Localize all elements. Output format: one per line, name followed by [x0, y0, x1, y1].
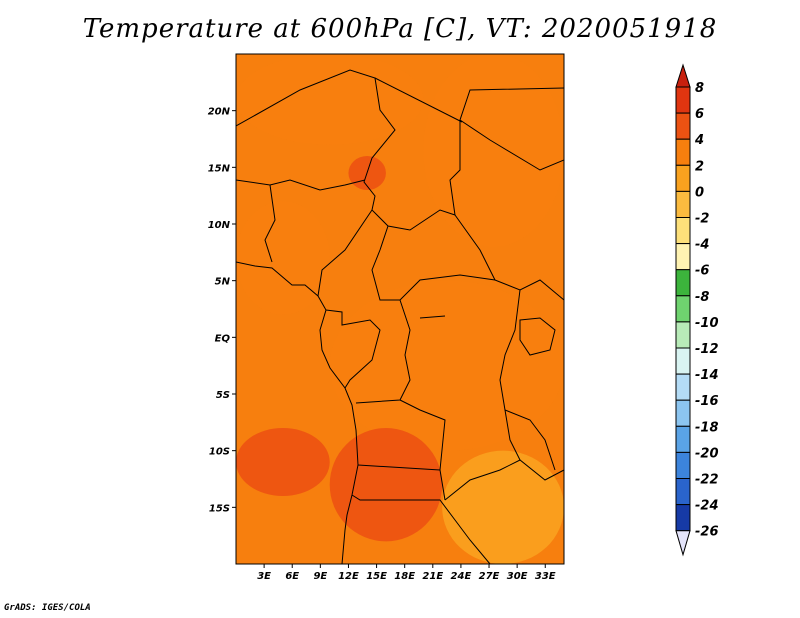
x-tick-label: 3E — [257, 571, 271, 582]
y-axis: 20N 15N 10N 5N EQ 5S 10S 15S — [208, 107, 236, 514]
colorbar-label: 4 — [694, 133, 704, 148]
colorbar-segment — [675, 478, 691, 506]
x-tick-label: 27E — [479, 571, 500, 582]
colorbar: 8 6 4 2 0 -2 -4 -6 -8 -10 -12 -14 -16 -18 -20 -22 -24 -26 — [675, 63, 719, 557]
y-tick-label: 10S — [209, 447, 230, 458]
field-region-west-africa-coast — [236, 201, 330, 315]
colorbar-segment — [675, 217, 691, 245]
y-tick-label: 5N — [215, 277, 231, 288]
x-tick-label: 24E — [451, 571, 472, 582]
colorbar-label: 8 — [695, 81, 704, 96]
field-region-southern-ocean-warm — [236, 428, 330, 496]
x-tick-label: 6E — [285, 571, 299, 582]
colorbar-label: 0 — [695, 185, 704, 200]
colorbar-segment — [675, 347, 691, 375]
plot-frame — [235, 53, 565, 565]
colorbar-label: -12 — [695, 342, 719, 357]
colorbar-label: -26 — [695, 525, 719, 540]
colorbar-label: -2 — [695, 212, 709, 227]
field-region-sahel-north — [236, 54, 424, 145]
field-region-sudan-libya-east — [423, 54, 564, 247]
colorbar-segment — [675, 295, 691, 323]
colorbar-segment — [675, 373, 691, 401]
colorbar-top-triangle — [675, 63, 691, 88]
colorbar-segment — [675, 399, 691, 427]
colorbar-segment — [675, 504, 691, 532]
colorbar-label: -8 — [695, 290, 709, 305]
colorbar-segment — [675, 269, 691, 297]
y-tick-label: EQ — [215, 333, 231, 344]
colorbar-label: -14 — [695, 368, 719, 383]
y-tick-label: 15S — [209, 503, 230, 514]
x-tick-label: 9E — [313, 571, 327, 582]
colorbar-label: 6 — [695, 107, 704, 122]
colorbar-label: -4 — [695, 238, 709, 253]
colorbar-label: -18 — [695, 420, 719, 435]
colorbar-segment — [675, 425, 691, 453]
x-tick-label: 30E — [507, 571, 528, 582]
colorbar-segment — [675, 321, 691, 349]
colorbar-label: -10 — [695, 316, 719, 331]
colorbar-segment — [675, 86, 691, 114]
x-tick-label: 12E — [338, 571, 359, 582]
field-region-congo-basin — [329, 280, 564, 451]
grads-credit: GrADS: IGES/COLA — [4, 603, 91, 613]
x-tick-label: 15E — [366, 571, 387, 582]
colorbar-label: -22 — [695, 473, 719, 488]
y-tick-label: 15N — [208, 163, 231, 174]
colorbar-label: -6 — [695, 264, 709, 279]
colorbar-segment — [675, 164, 691, 192]
x-tick-label: 21E — [422, 571, 443, 582]
colorbar-segment — [675, 138, 691, 166]
chart-title: Temperature at 600hPa [C], VT: 202005191… — [82, 14, 718, 44]
colorbar-segment — [675, 112, 691, 140]
x-tick-label: 33E — [535, 571, 556, 582]
colorbar-segment — [675, 243, 691, 271]
colorbar-segment — [675, 190, 691, 218]
colorbar-label: -20 — [695, 446, 719, 461]
y-tick-label: 20N — [208, 107, 231, 118]
field-region-angola-plateau-warm — [329, 428, 443, 542]
colorbar-segment — [675, 451, 691, 479]
y-tick-label: 5S — [216, 390, 230, 401]
y-tick-label: 10N — [208, 220, 231, 231]
colorbar-bottom-triangle — [675, 530, 691, 557]
colorbar-label: 2 — [695, 159, 704, 174]
colorbar-label: -24 — [695, 499, 719, 514]
x-tick-label: 18E — [394, 571, 415, 582]
temperature-field — [236, 54, 564, 564]
field-region-south-east-cool — [442, 450, 564, 564]
coastlines-borders — [236, 69, 564, 564]
colorbar-label: -16 — [695, 394, 719, 409]
x-axis: 3E 6E 9E 12E 15E 18E 21E 24E 27E 30E 33E — [257, 564, 556, 582]
